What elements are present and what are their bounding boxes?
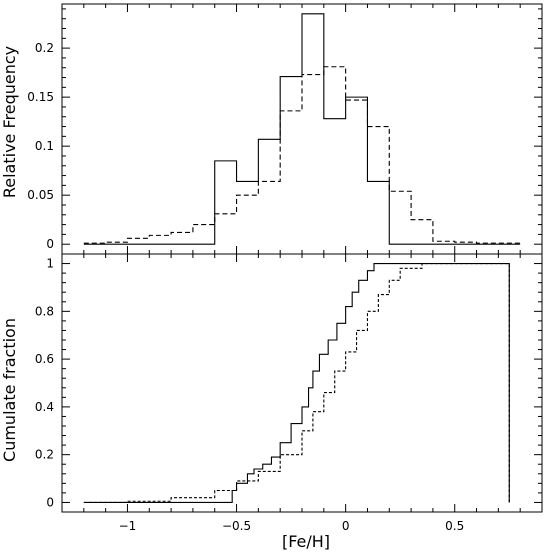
- y-tick-label: 0.4: [35, 400, 54, 414]
- histogram-ytick-labels: 0 0.05 0.1 0.15 0.2: [27, 41, 54, 251]
- cumulative-xtick-labels: −1 −0.5 0 0.5: [119, 519, 465, 533]
- x-tick-label: −0.5: [222, 519, 251, 533]
- histogram-series: [83, 13, 521, 245]
- x-tick-label: −1: [119, 519, 137, 533]
- histogram-panel: 0 0.05 0.1 0.15 0.2 Relative Frequency: [0, 3, 543, 255]
- histogram-ticks: [61, 4, 543, 254]
- histogram-ylabel: Relative Frequency: [0, 46, 19, 198]
- cumulative-frame: [61, 253, 543, 513]
- cumulative-ylabel: Cumulate fraction: [0, 318, 19, 462]
- y-tick-label: 0: [46, 237, 54, 251]
- y-tick-label: 0.1: [35, 139, 54, 153]
- x-tick-label: 0.5: [445, 519, 464, 533]
- x-tick-label: 0: [342, 519, 350, 533]
- y-tick-label: 0.6: [35, 352, 54, 366]
- y-tick-label: 1: [46, 257, 54, 271]
- cumulative-panel: 0 0.2 0.4 0.6 0.8 1 −1 −0.5 0 0.5 Cumulate fract…: [0, 253, 543, 551]
- y-tick-label: 0.15: [27, 90, 54, 104]
- y-tick-label: 0: [46, 495, 54, 509]
- y-tick-label: 0.2: [35, 41, 54, 55]
- histogram-series-solid: [83, 13, 521, 245]
- y-tick-label: 0.8: [35, 304, 54, 318]
- cumulative-xlabel: [Fe/H]: [282, 532, 330, 551]
- y-tick-label: 0.05: [27, 188, 54, 202]
- cumulative-series-dashed: [83, 263, 510, 503]
- cumulative-series: [83, 263, 510, 503]
- histogram-series-dashed: [83, 66, 521, 244]
- cumulative-series-solid: [83, 263, 510, 503]
- y-tick-label: 0.2: [35, 448, 54, 462]
- cumulative-ticks: [61, 254, 543, 512]
- cumulative-ytick-labels: 0 0.2 0.4 0.6 0.8 1: [35, 257, 54, 510]
